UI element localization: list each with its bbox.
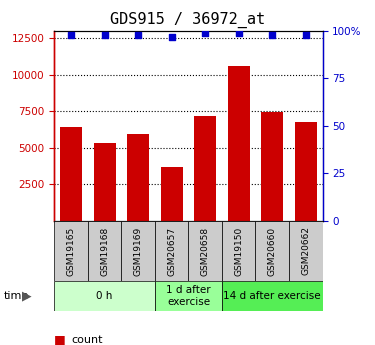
Text: GSM19165: GSM19165 bbox=[67, 226, 76, 276]
Text: GSM20657: GSM20657 bbox=[167, 226, 176, 276]
Bar bbox=[54, 221, 88, 281]
Bar bbox=[60, 127, 82, 221]
Bar bbox=[188, 221, 222, 281]
Point bbox=[202, 30, 208, 36]
Text: count: count bbox=[71, 335, 103, 345]
Bar bbox=[222, 221, 255, 281]
Point bbox=[236, 30, 242, 36]
Point bbox=[269, 32, 275, 38]
Bar bbox=[261, 112, 283, 221]
Bar bbox=[88, 221, 122, 281]
Text: 0 h: 0 h bbox=[96, 291, 113, 301]
Text: GSM20660: GSM20660 bbox=[268, 226, 277, 276]
Bar bbox=[295, 121, 316, 221]
Text: GSM20658: GSM20658 bbox=[201, 226, 210, 276]
Bar bbox=[289, 221, 322, 281]
Bar bbox=[255, 221, 289, 281]
Bar bbox=[194, 116, 216, 221]
Bar bbox=[161, 167, 183, 221]
Text: GSM19169: GSM19169 bbox=[134, 226, 142, 276]
Point bbox=[135, 32, 141, 38]
Bar bbox=[94, 143, 116, 221]
Text: GSM20662: GSM20662 bbox=[301, 226, 310, 276]
Bar bbox=[54, 281, 155, 310]
Text: ▶: ▶ bbox=[22, 289, 32, 302]
Text: GDS915 / 36972_at: GDS915 / 36972_at bbox=[110, 12, 265, 28]
Point bbox=[303, 32, 309, 38]
Bar bbox=[122, 221, 155, 281]
Bar bbox=[228, 66, 250, 221]
Bar bbox=[222, 281, 322, 310]
Point bbox=[169, 34, 175, 40]
Point bbox=[102, 32, 108, 38]
Text: 14 d after exercise: 14 d after exercise bbox=[224, 291, 321, 301]
Text: GSM19168: GSM19168 bbox=[100, 226, 109, 276]
Bar bbox=[155, 221, 188, 281]
Bar bbox=[127, 134, 149, 221]
Text: 1 d after
exercise: 1 d after exercise bbox=[166, 285, 211, 307]
Text: ■: ■ bbox=[54, 333, 66, 345]
Text: GSM19150: GSM19150 bbox=[234, 226, 243, 276]
Text: time: time bbox=[4, 291, 29, 301]
Bar bbox=[155, 281, 222, 310]
Point bbox=[68, 32, 74, 38]
